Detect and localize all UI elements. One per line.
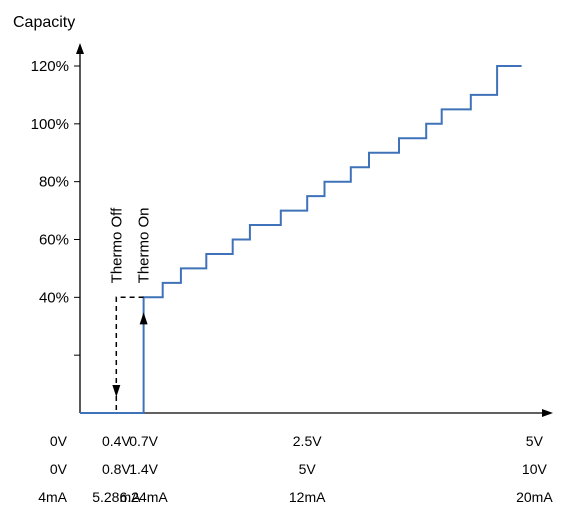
x-tick-label: 0V [50, 461, 68, 477]
thermo-on-label: Thermo On [136, 207, 153, 283]
y-axis-label: Capacity [13, 14, 75, 31]
x-tick-label: 10V [522, 461, 548, 477]
x-tick-label: 5V [526, 433, 544, 449]
x-tick-label: 4mA [38, 489, 67, 505]
thermo-off-label: Thermo Off [108, 207, 125, 283]
x-tick-label: 1.4V [129, 461, 158, 477]
thermo-off-dashed-line [115, 296, 144, 413]
y-tick-label: 80% [39, 174, 69, 191]
x-tick-label: 20mA [516, 489, 553, 505]
annotations: Thermo Off Thermo On [108, 207, 152, 283]
x-tick-label: 0V [50, 433, 68, 449]
y-axis-arrow [76, 43, 84, 54]
x-tick-label: 0.4V [102, 433, 131, 449]
y-tick-label: 40% [39, 289, 69, 306]
y-tick-label: 100% [31, 116, 69, 133]
x-tick-label: 0.8V [102, 461, 131, 477]
y-tick-label: 60% [39, 232, 69, 249]
x-tick-label: 2.5V [293, 433, 322, 449]
x-tick-label: 0.7V [129, 433, 158, 449]
tick-labels: 40% 60% 80% 100% 120% 0V 0V 4mA 0.4V 0.8V 5.28mA 0.… [31, 58, 554, 505]
thermo-on-arrow [139, 312, 148, 325]
x-axis-arrow [542, 409, 553, 417]
x-tick-label: 12mA [289, 489, 326, 505]
axes [74, 43, 553, 417]
thermo-off-arrow [112, 385, 121, 397]
capacity-step-line [80, 65, 522, 414]
y-tick-label: 120% [31, 58, 69, 75]
series-group [80, 65, 522, 414]
x-tick-label: 5.28mA [92, 489, 141, 505]
x-tick-label: 6.24mA [119, 489, 168, 505]
x-tick-label: 5V [299, 461, 317, 477]
